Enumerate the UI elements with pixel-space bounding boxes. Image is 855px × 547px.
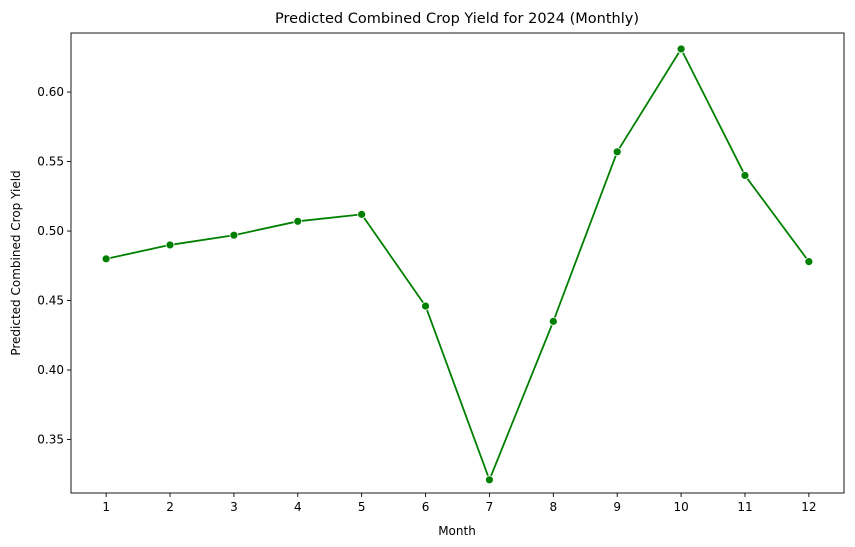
x-tick-label: 11 xyxy=(737,500,752,514)
y-tick-label: 0.60 xyxy=(37,85,64,99)
x-tick-label: 12 xyxy=(801,500,816,514)
x-tick-label: 2 xyxy=(166,500,174,514)
x-tick-label: 5 xyxy=(358,500,366,514)
y-tick-label: 0.40 xyxy=(37,363,64,377)
data-point xyxy=(740,171,750,180)
y-tick-label: 0.45 xyxy=(37,294,64,308)
series-line xyxy=(105,48,810,481)
y-tick-label: 0.50 xyxy=(37,224,64,238)
data-point xyxy=(357,209,367,219)
x-tick-label: 3 xyxy=(230,500,238,514)
y-tick-label: 0.35 xyxy=(37,432,64,446)
data-point xyxy=(101,254,111,264)
x-tick-label: 10 xyxy=(673,500,688,514)
data-point xyxy=(612,147,622,157)
x-tick-label: 7 xyxy=(486,500,494,514)
y-axis-label: Predicted Combined Crop Yield xyxy=(9,170,23,355)
data-point xyxy=(229,230,239,240)
x-axis-label: Month xyxy=(438,524,476,538)
axes-frame xyxy=(70,32,845,494)
plot-area: 0.350.400.450.500.550.601 2 3 4 5 6 7 8 9 10 11 12 xyxy=(37,32,845,514)
data-point xyxy=(485,475,494,485)
data-point xyxy=(421,301,430,311)
data-point xyxy=(548,316,558,326)
data-point xyxy=(676,44,686,54)
y-tick-label: 0.55 xyxy=(37,155,64,169)
data-point xyxy=(293,216,303,226)
x-tick-label: 8 xyxy=(550,500,558,514)
x-tick-label: 4 xyxy=(294,500,302,514)
x-tick-label: 1 xyxy=(102,500,110,514)
x-tick-label: 9 xyxy=(613,500,621,514)
chart-title: Predicted Combined Crop Yield for 2024 (… xyxy=(275,11,639,27)
data-point xyxy=(804,257,814,267)
data-point xyxy=(165,240,175,250)
x-tick-label: 6 xyxy=(422,500,430,514)
